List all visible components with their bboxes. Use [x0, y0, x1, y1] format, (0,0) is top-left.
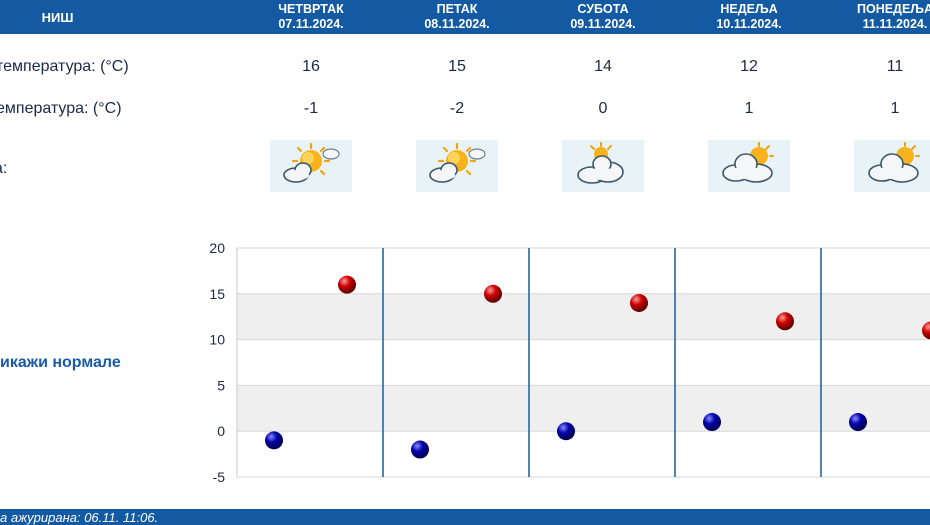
day-header-2: ПЕТАК 08.11.2024. — [384, 2, 530, 32]
min-temp-point — [703, 413, 721, 432]
max-temp-point — [776, 312, 794, 331]
max-temp-day-1: 16 — [302, 58, 320, 75]
last-updated-text: а ажурирана: 06.11. 11:06. — [0, 510, 159, 525]
sun-cloud-icon — [283, 142, 340, 183]
grid-band — [237, 385, 930, 432]
weather-icon-day-2 — [416, 140, 498, 192]
y-tick-label: 10 — [209, 332, 225, 348]
weather-label: а: — [0, 160, 8, 177]
day-header-1: ЧЕТВРТАК 07.11.2024. — [238, 2, 384, 32]
day-name: ПОНЕДЕЉА — [856, 2, 930, 16]
y-tick-label: -5 — [213, 469, 226, 485]
weather-icon-day-5 — [854, 140, 930, 192]
day-date: 07.11.2024. — [278, 17, 344, 31]
min-temp-point — [557, 422, 575, 441]
min-temp-day-2: -2 — [449, 100, 465, 117]
grid-band — [237, 293, 930, 340]
min-temp-point — [411, 440, 429, 459]
max-temp-point — [338, 275, 356, 294]
day-name: ЧЕТВРТАК — [278, 2, 344, 16]
max-temp-point — [484, 284, 502, 303]
day-header-5: ПОНЕДЕЉА 11.11.2024. — [822, 2, 930, 32]
max-temp-day-5: 11 — [886, 58, 904, 75]
max-temp-day-4: 12 — [740, 58, 758, 75]
day-name: ПЕТАК — [436, 2, 478, 16]
show-normals-link[interactable]: икажи нормале — [0, 354, 121, 371]
temperature-chart: 20 15 10 5 0 -5 — [209, 240, 930, 485]
city-name: НИШ — [41, 10, 74, 25]
day-date: 11.11.2024. — [862, 17, 928, 31]
y-tick-label: 5 — [217, 377, 225, 393]
cloud-sun-icon — [868, 142, 920, 183]
y-tick-label: 0 — [217, 423, 225, 439]
max-temp-day-2: 15 — [448, 58, 466, 75]
max-temp-day-3: 14 — [594, 58, 612, 75]
min-temp-point — [849, 413, 867, 432]
cloud-sun-icon — [577, 142, 624, 184]
max-temp-label: температура: (°C) — [0, 58, 129, 75]
min-temp-label: емпература: (°C) — [0, 100, 122, 117]
max-temp-point — [630, 293, 648, 312]
day-name: НЕДЕЉА — [720, 2, 778, 16]
weather-icon-day-1 — [270, 140, 352, 192]
footer-bar: а ажурирана: 06.11. 11:06. — [0, 509, 930, 525]
y-tick-label: 20 — [209, 240, 225, 256]
weather-icon-day-3 — [562, 140, 644, 192]
min-temp-point — [265, 431, 283, 450]
min-temp-day-4: 1 — [744, 100, 754, 117]
min-temp-day-3: 0 — [598, 100, 608, 117]
y-tick-label: 15 — [209, 286, 225, 302]
day-date: 10.11.2024. — [716, 17, 782, 31]
day-name: СУБОТА — [577, 2, 629, 16]
day-header-4: НЕДЕЉА 10.11.2024. — [676, 2, 822, 32]
day-header-3: СУБОТА 09.11.2024. — [530, 2, 676, 32]
min-temp-day-5: 1 — [890, 100, 900, 117]
min-temp-day-1: -1 — [303, 100, 319, 117]
max-temp-point — [922, 321, 930, 340]
weather-icon-day-4 — [708, 140, 790, 192]
day-date: 09.11.2024. — [570, 17, 636, 31]
cloud-sun-icon — [722, 142, 774, 183]
forecast-header: НИШ ЧЕТВРТАК 07.11.2024. ПЕТАК 08.11.202… — [0, 0, 930, 34]
sun-cloud-icon — [429, 142, 486, 183]
day-date: 08.11.2024. — [424, 17, 490, 31]
